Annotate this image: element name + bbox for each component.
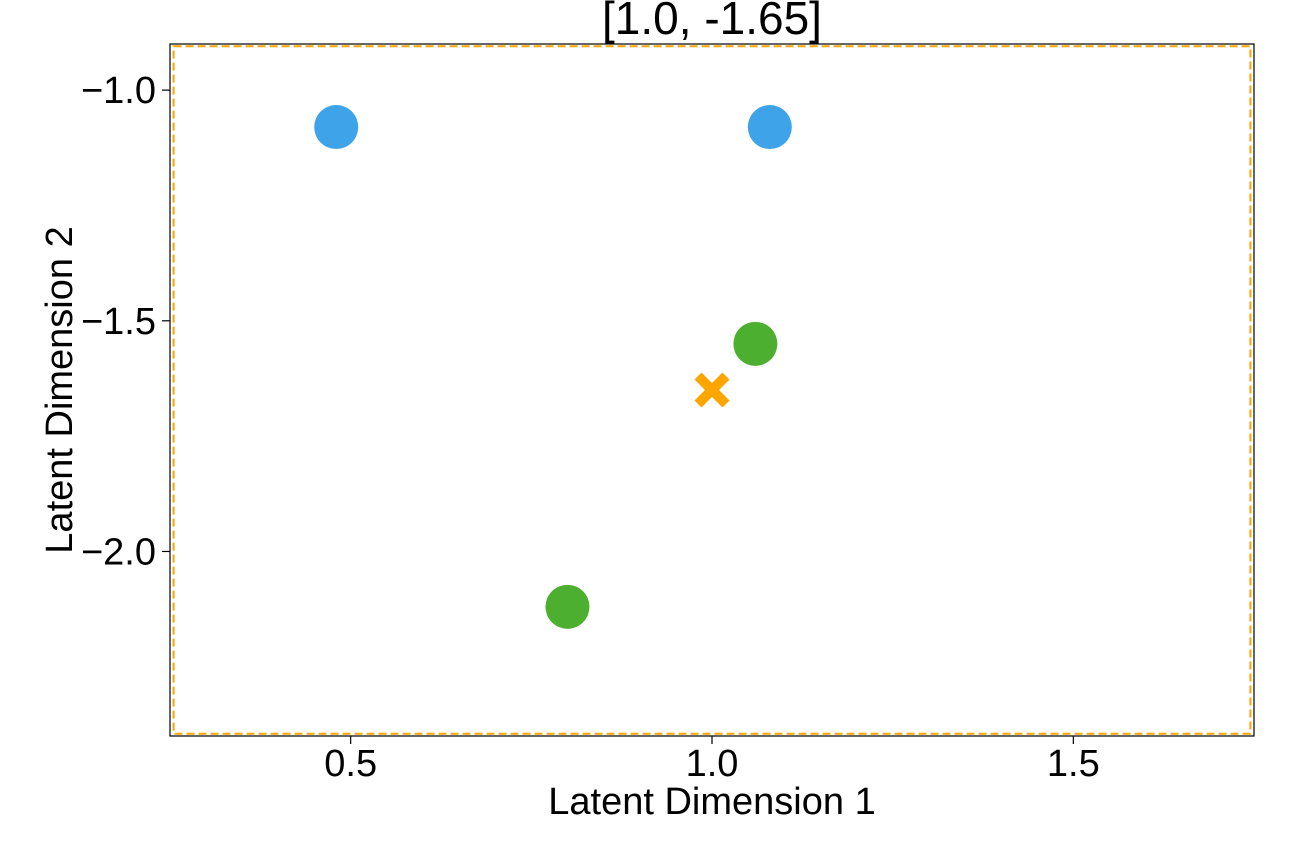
scatter-point [747, 105, 792, 150]
scatter-point [733, 321, 778, 366]
x-tick-label: 1.5 [1047, 743, 1100, 785]
x-tick-label: 0.5 [324, 743, 377, 785]
y-tick-label: −1.0 [81, 70, 156, 112]
scatter-point [314, 105, 359, 150]
x-marker-point [694, 372, 730, 408]
y-tick-label: −1.5 [81, 301, 156, 343]
plot-area: 0.5 1.0 1.5 −1.0 −1.5 −2.0 [81, 43, 1255, 785]
x-axis-label: Latent Dimension 1 [548, 781, 875, 823]
scatter-point [545, 584, 590, 629]
region-box [172, 45, 1252, 735]
y-axis-label: Latent Dimension 2 [39, 226, 81, 553]
y-tick-label: −2.0 [81, 531, 156, 573]
chart-title: [1.0, -1.65] [602, 0, 822, 44]
x-tick-label: 1.0 [686, 743, 739, 785]
